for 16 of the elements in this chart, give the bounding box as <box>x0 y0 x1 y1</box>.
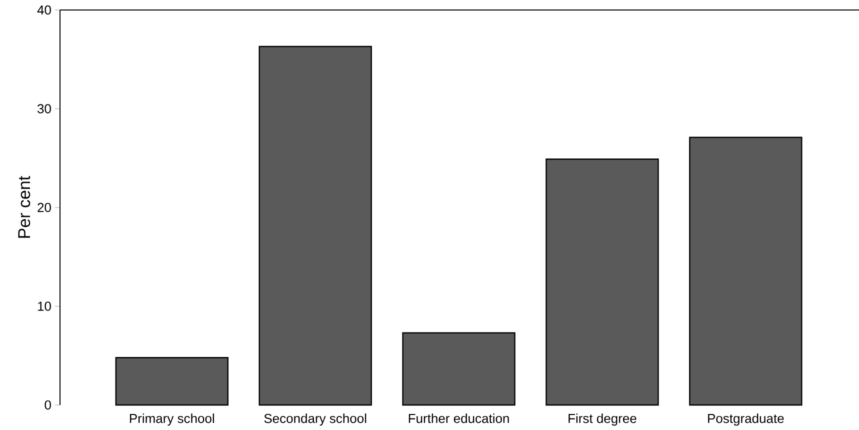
y-tick-label: 0 <box>44 400 51 410</box>
x-tick-label: Postgraduate <box>708 414 784 426</box>
y-tick-label: 10 <box>38 302 51 311</box>
x-tick-label: Further education <box>408 414 509 424</box>
y-axis-title: Per cent <box>18 176 30 238</box>
y-tick-label: 20 <box>38 202 51 212</box>
bar <box>258 46 372 406</box>
bar <box>402 332 516 406</box>
bar <box>546 158 659 406</box>
x-tick-label: Primary school <box>130 414 214 426</box>
x-tick-label: First degree <box>568 414 636 426</box>
x-tick-label: Secondary school <box>264 414 366 426</box>
bar <box>115 356 228 406</box>
y-tick-label: 30 <box>38 104 51 114</box>
y-tick-label: 40 <box>37 5 51 15</box>
bar <box>689 136 802 406</box>
